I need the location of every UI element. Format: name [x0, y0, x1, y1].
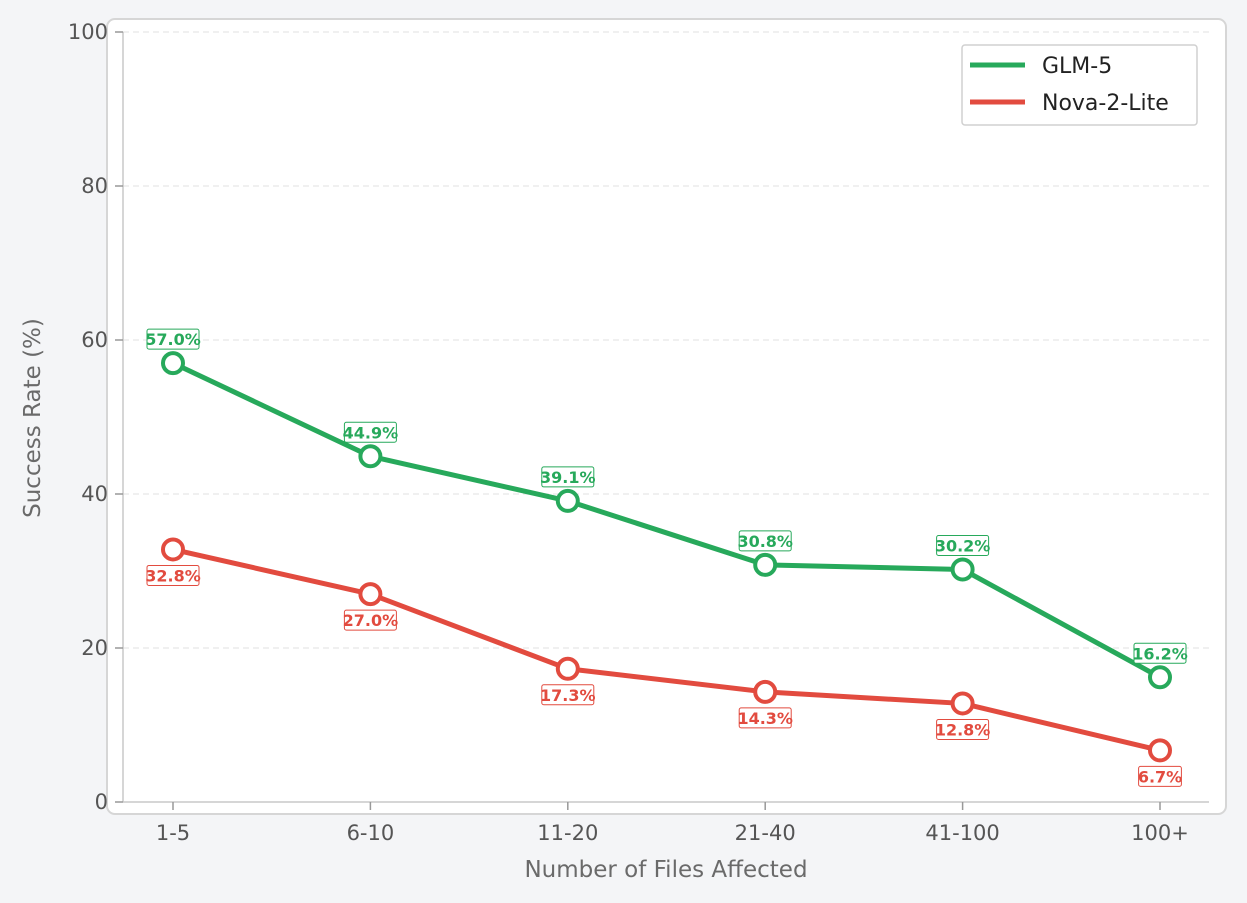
data-point-glm-5-100 — [1148, 665, 1172, 690]
data-label-text: 30.8% — [737, 532, 793, 551]
data-point-nova-2-lite-21-40 — [753, 679, 778, 704]
data-label-box — [343, 421, 397, 443]
data-label-box — [936, 718, 990, 740]
data-label-text: 30.2% — [935, 536, 991, 555]
data-label-text: 14.3% — [737, 709, 793, 728]
data-point-glm-5-21-40 — [753, 552, 778, 577]
data-label-box — [541, 684, 595, 706]
x-tick-label-1-5: 1-5 — [156, 821, 190, 845]
data-label-text: 16.2% — [1132, 644, 1188, 663]
data-label-box — [541, 466, 595, 488]
data-label-glm-5-6-10: 44.9% — [343, 421, 399, 443]
data-point-nova-2-lite-6-10 — [358, 582, 383, 607]
y-axis-label: Success Rate (%) — [20, 318, 46, 518]
tick-labels: 0 20 40 60 80 100 1-5 6-10 11-20 21-40 41-100 100+ — [68, 20, 1189, 845]
data-label-text: 6.7% — [1138, 767, 1182, 786]
x-tick-label-6-10: 6-10 — [347, 821, 395, 845]
data-label-box — [936, 534, 990, 556]
grid-lines — [123, 31, 1209, 649]
data-point-nova-2-lite-41-100 — [950, 691, 975, 716]
x-axis-label: Number of Files Affected — [524, 857, 807, 883]
series — [161, 351, 1172, 763]
x-tick-label-41-100: 41-100 — [925, 821, 999, 845]
x-tick-label-11-20: 11-20 — [537, 821, 598, 845]
legend-label-nova-2-lite: Nova-2-Lite — [1042, 91, 1169, 116]
data-label-text: 12.8% — [935, 720, 991, 739]
data-label-text: 17.3% — [540, 686, 596, 705]
data-point-nova-2-lite-100 — [1148, 738, 1172, 763]
y-tick-label-0: 0 — [95, 790, 108, 814]
data-label-text: 57.0% — [145, 330, 201, 349]
data-point-nova-2-lite-1-5 — [161, 537, 185, 562]
data-label-nova-2-lite-41-100: 12.8% — [935, 718, 991, 740]
data-label-nova-2-lite-1-5: 32.8% — [145, 564, 201, 586]
plot-frame — [106, 18, 1227, 815]
x-tick-label-100: 100+ — [1131, 821, 1189, 845]
data-label-text: 44.9% — [343, 423, 399, 442]
data-point-nova-2-lite-11-20 — [555, 656, 580, 681]
y-tick-label-40: 40 — [81, 482, 108, 506]
y-tick-label-100: 100 — [68, 20, 108, 44]
data-label-text: 39.1% — [540, 468, 596, 487]
legend-label-glm-5: GLM-5 — [1042, 54, 1112, 79]
series-line-glm-5 — [170, 360, 1163, 680]
series-glm-5 — [161, 351, 1172, 690]
data-label-glm-5-11-20: 39.1% — [540, 466, 596, 488]
data-labels: 57.0% 44.9% 39.1% 30.8% 30.2% 16.2% 32.8% 27.0%… — [145, 328, 1188, 787]
data-label-text: 27.0% — [343, 611, 399, 630]
data-label-box — [738, 707, 792, 729]
data-label-box — [1138, 765, 1182, 787]
data-point-glm-5-41-100 — [950, 557, 975, 582]
series-line-nova-2-lite — [170, 546, 1163, 753]
data-label-nova-2-lite-6-10: 27.0% — [343, 609, 399, 631]
data-label-glm-5-21-40: 30.8% — [737, 530, 793, 552]
legend: GLM-5 Nova-2-Lite — [961, 44, 1198, 126]
data-label-glm-5-41-100: 30.2% — [935, 534, 991, 556]
data-label-box — [343, 609, 397, 631]
x-tick-label-21-40: 21-40 — [735, 821, 796, 845]
data-label-nova-2-lite-11-20: 17.3% — [540, 684, 596, 706]
data-point-glm-5-11-20 — [555, 488, 580, 513]
y-tick-label-20: 20 — [81, 636, 108, 660]
data-label-glm-5-100: 16.2% — [1132, 642, 1188, 664]
data-point-glm-5-1-5 — [161, 351, 185, 376]
data-label-glm-5-1-5: 57.0% — [145, 328, 201, 350]
data-label-text: 32.8% — [145, 566, 201, 585]
y-tick-label-60: 60 — [81, 328, 108, 352]
y-tick-label-80: 80 — [81, 174, 108, 198]
data-label-box — [146, 328, 200, 350]
data-point-glm-5-6-10 — [358, 444, 383, 469]
data-label-box — [146, 564, 200, 586]
data-label-nova-2-lite-21-40: 14.3% — [737, 707, 793, 729]
axes — [122, 32, 1209, 803]
series-nova-2-lite — [161, 537, 1172, 763]
data-label-box — [738, 530, 792, 552]
data-label-nova-2-lite-100: 6.7% — [1138, 765, 1182, 787]
data-label-box — [1133, 642, 1187, 664]
